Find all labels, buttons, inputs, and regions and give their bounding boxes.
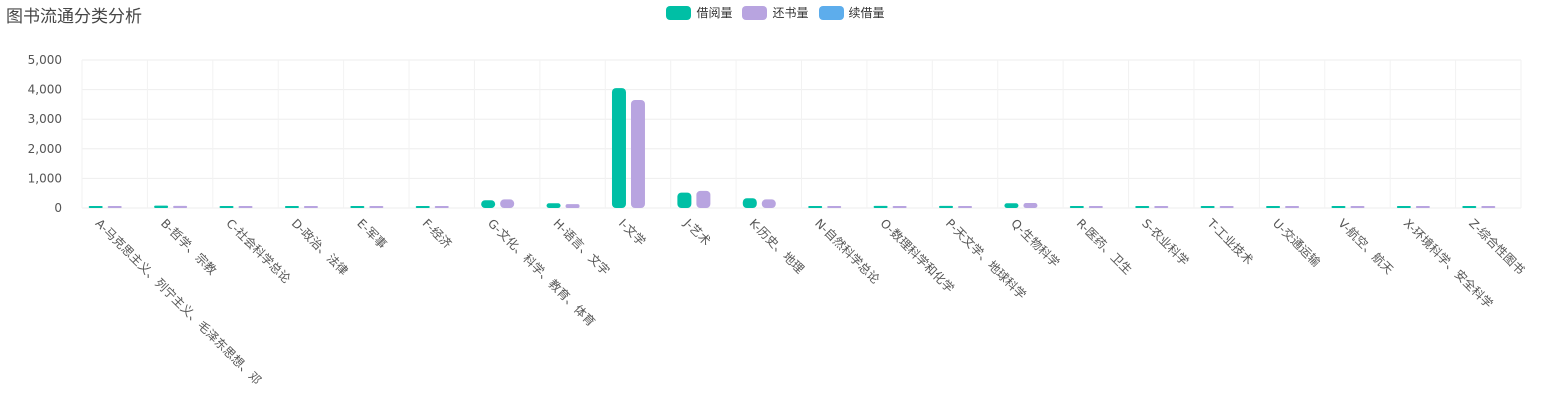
bar-borrow	[1069, 206, 1084, 208]
legend-item-return[interactable]: 还书量	[742, 4, 809, 21]
bar-return	[1088, 206, 1103, 208]
legend-swatch-return	[742, 5, 768, 20]
bar-return	[827, 206, 842, 208]
x-tick-label: U-交通运输	[1270, 216, 1324, 270]
bar-borrow	[350, 206, 365, 208]
y-tick-label: 3,000	[28, 112, 62, 126]
x-tick-label: S-农业科学	[1139, 216, 1192, 269]
bar-return	[958, 206, 973, 208]
bar-borrow	[88, 206, 103, 208]
x-tick-label: F-经济	[420, 216, 456, 252]
bar-borrow	[415, 206, 430, 208]
legend-item-renew[interactable]: 续借量	[818, 4, 885, 21]
x-tick-label: Z-综合性图书	[1466, 216, 1528, 278]
bar-borrow	[219, 206, 234, 208]
x-tick-label: R-医药、卫生	[1074, 216, 1135, 277]
legend-item-borrow[interactable]: 借阅量	[666, 4, 732, 21]
bar-borrow	[742, 198, 757, 208]
bar-borrow	[284, 206, 299, 208]
legend-swatch-renew	[818, 5, 844, 20]
bar-borrow	[808, 206, 823, 208]
x-tick-label: G-文化、科学、教育、体育	[485, 216, 599, 330]
legend-label-return: 还书量	[772, 6, 809, 20]
bar-borrow	[611, 88, 626, 208]
bar-borrow	[1135, 206, 1150, 208]
chart-legend: 借阅量 还书量 续借量	[0, 4, 1551, 21]
y-tick-label: 0	[54, 201, 62, 215]
bar-return	[1481, 206, 1496, 208]
x-tick-label: D-政治、法律	[289, 216, 351, 278]
y-tick-label: 4,000	[28, 83, 62, 97]
bar-borrow	[1266, 206, 1281, 208]
x-tick-label: J-艺术	[681, 216, 714, 249]
bar-return	[173, 205, 188, 208]
bar-borrow	[1396, 206, 1411, 208]
x-tick-label: Q-生物科学	[1008, 216, 1063, 271]
bar-borrow	[677, 192, 692, 208]
x-tick-label: K-历史、地理	[747, 216, 807, 276]
bar-borrow	[481, 200, 496, 208]
y-tick-label: 5,000	[28, 53, 62, 67]
bar-return	[1415, 206, 1430, 208]
y-tick-label: 2,000	[28, 142, 62, 156]
x-tick-label: B-哲学、宗教	[158, 216, 220, 278]
bar-borrow	[154, 205, 169, 208]
bar-return	[1350, 206, 1365, 208]
bar-borrow	[1004, 203, 1019, 208]
bar-borrow	[873, 205, 888, 208]
x-tick-label: H-语言、文字	[550, 216, 612, 278]
bar-borrow	[1462, 206, 1477, 208]
bar-return	[630, 99, 645, 208]
bar-borrow	[546, 203, 561, 208]
bar-return	[1285, 206, 1300, 208]
bar-return	[107, 206, 122, 208]
bar-return	[892, 206, 907, 208]
bar-return	[1219, 206, 1234, 208]
x-tick-label: C-社会科学总论	[223, 216, 294, 287]
bar-return	[238, 206, 253, 208]
bar-return	[500, 199, 515, 208]
bar-return	[1154, 206, 1169, 208]
bar-return	[434, 206, 449, 208]
x-tick-label: E-军事	[354, 216, 389, 251]
bar-return	[1023, 202, 1038, 208]
x-tick-label: T-工业技术	[1204, 216, 1256, 268]
x-tick-label: I-文学	[616, 216, 649, 249]
x-tick-label: V-航空、航天	[1335, 216, 1396, 277]
bar-borrow	[939, 205, 954, 208]
bar-return	[696, 190, 711, 208]
bar-return	[303, 206, 318, 208]
bar-borrow	[1331, 206, 1346, 208]
legend-label-renew: 续借量	[848, 6, 885, 20]
bar-return	[761, 199, 776, 208]
bar-return	[369, 206, 384, 208]
x-tick-label: N-自然科学总论	[812, 216, 883, 287]
chart-title: 图书流通分类分析	[6, 7, 142, 27]
legend-swatch-borrow	[666, 5, 692, 20]
legend-label-borrow: 借阅量	[696, 6, 733, 20]
bar-return	[565, 204, 580, 208]
bar-borrow	[1200, 206, 1215, 208]
y-tick-label: 1,000	[28, 171, 62, 185]
